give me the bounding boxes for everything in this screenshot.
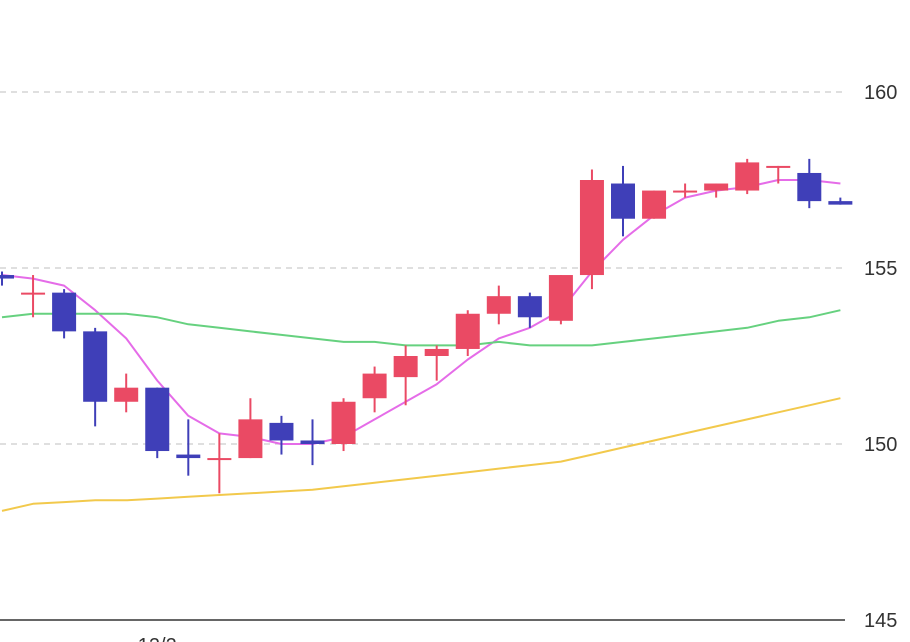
candle-body bbox=[21, 292, 46, 295]
candles bbox=[0, 158, 853, 494]
candle-up bbox=[455, 310, 480, 356]
candle-up bbox=[704, 183, 729, 198]
candle-body bbox=[331, 401, 356, 444]
candle-body bbox=[145, 387, 170, 452]
candle-body bbox=[0, 275, 14, 279]
candle-body bbox=[673, 190, 698, 193]
candle-up bbox=[548, 275, 573, 325]
candle-body bbox=[766, 165, 791, 168]
candle-body bbox=[735, 162, 760, 191]
candle-body bbox=[828, 201, 853, 205]
y-tick-label: 155 bbox=[864, 258, 897, 280]
candle-down bbox=[797, 158, 822, 209]
candle-up bbox=[362, 366, 387, 413]
candle-body bbox=[455, 313, 480, 349]
candle-body bbox=[486, 296, 511, 314]
candle-body bbox=[83, 331, 108, 402]
y-tick-label: 160 bbox=[864, 82, 897, 104]
candle-body bbox=[548, 275, 573, 321]
candle-up bbox=[238, 398, 263, 459]
candle-up bbox=[331, 398, 356, 452]
candle-up bbox=[735, 158, 760, 195]
candle-down bbox=[83, 327, 108, 427]
y-tick-label: 145 bbox=[864, 610, 897, 632]
y-tick-label: 150 bbox=[864, 434, 897, 456]
candle-body bbox=[238, 419, 263, 459]
candle-up bbox=[766, 165, 791, 184]
candle-body bbox=[517, 296, 542, 318]
moving-average-lines bbox=[1, 179, 841, 512]
candle-down bbox=[145, 387, 170, 459]
candle-body bbox=[424, 348, 449, 356]
candle-body bbox=[114, 387, 139, 402]
candle-up bbox=[424, 345, 449, 381]
candle-body bbox=[642, 190, 667, 219]
x-tick-label: 12/2 bbox=[138, 635, 177, 642]
candle-up bbox=[393, 345, 418, 406]
candle-up bbox=[114, 373, 139, 413]
candle-body bbox=[704, 183, 729, 191]
candle-body bbox=[362, 373, 387, 399]
candle-body bbox=[52, 292, 77, 332]
candle-down bbox=[269, 415, 294, 455]
ma-long-line bbox=[1, 397, 841, 512]
candle-body bbox=[207, 458, 232, 461]
candle-up bbox=[21, 275, 46, 318]
candle-up bbox=[207, 433, 232, 494]
candle-down bbox=[52, 289, 77, 339]
candle-up bbox=[642, 190, 667, 219]
ma-short-line bbox=[1, 179, 841, 445]
candle-up bbox=[579, 169, 604, 290]
candle-down bbox=[300, 419, 325, 466]
candle-down bbox=[611, 165, 635, 237]
axes: 160 155 150 145 12/2 bbox=[0, 82, 897, 642]
candle-up bbox=[486, 285, 511, 325]
candle-down bbox=[517, 292, 542, 328]
ma-mid-line bbox=[1, 309, 841, 347]
candle-down bbox=[0, 271, 14, 286]
candle-body bbox=[176, 454, 201, 459]
candle-body bbox=[300, 440, 325, 444]
candle-body bbox=[579, 180, 604, 276]
candle-body bbox=[269, 422, 294, 441]
candle-body bbox=[797, 172, 822, 202]
candle-up bbox=[673, 183, 698, 198]
candle-body bbox=[611, 183, 635, 219]
grid-lines bbox=[0, 91, 845, 445]
candle-down bbox=[828, 197, 853, 205]
candle-down bbox=[176, 419, 201, 476]
candle-body bbox=[393, 356, 418, 378]
